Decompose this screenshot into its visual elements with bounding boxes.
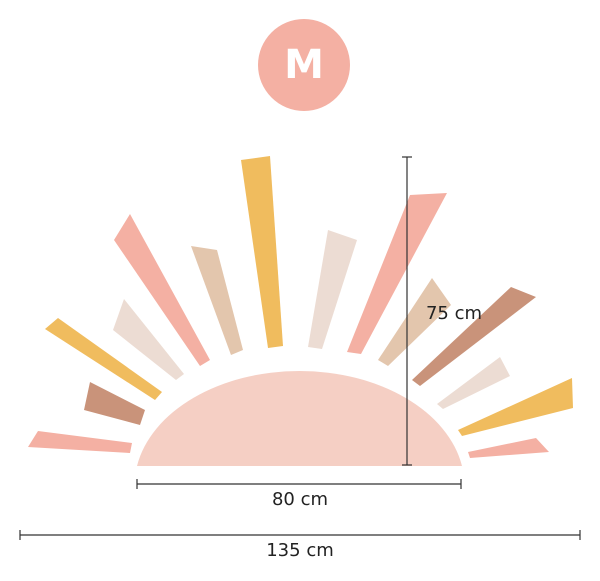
ray <box>468 438 549 458</box>
ray <box>378 278 451 366</box>
ray <box>84 382 145 425</box>
sun <box>137 370 462 466</box>
ray <box>437 357 510 409</box>
ray <box>241 156 283 348</box>
sun-width-label: 80 cm <box>272 489 328 510</box>
dimension-lines <box>19 156 581 540</box>
size-badge <box>258 19 350 111</box>
ray <box>458 378 573 436</box>
ray <box>45 318 162 400</box>
rays <box>28 156 573 458</box>
size-label: M <box>284 42 324 88</box>
ray <box>191 246 243 355</box>
ray <box>28 431 132 453</box>
ray <box>308 230 357 349</box>
height-label: 75 cm <box>426 303 482 324</box>
ray <box>114 214 210 366</box>
ray <box>347 193 447 354</box>
total-width-label: 135 cm <box>266 540 334 561</box>
ray <box>113 299 184 380</box>
ray <box>412 287 536 386</box>
